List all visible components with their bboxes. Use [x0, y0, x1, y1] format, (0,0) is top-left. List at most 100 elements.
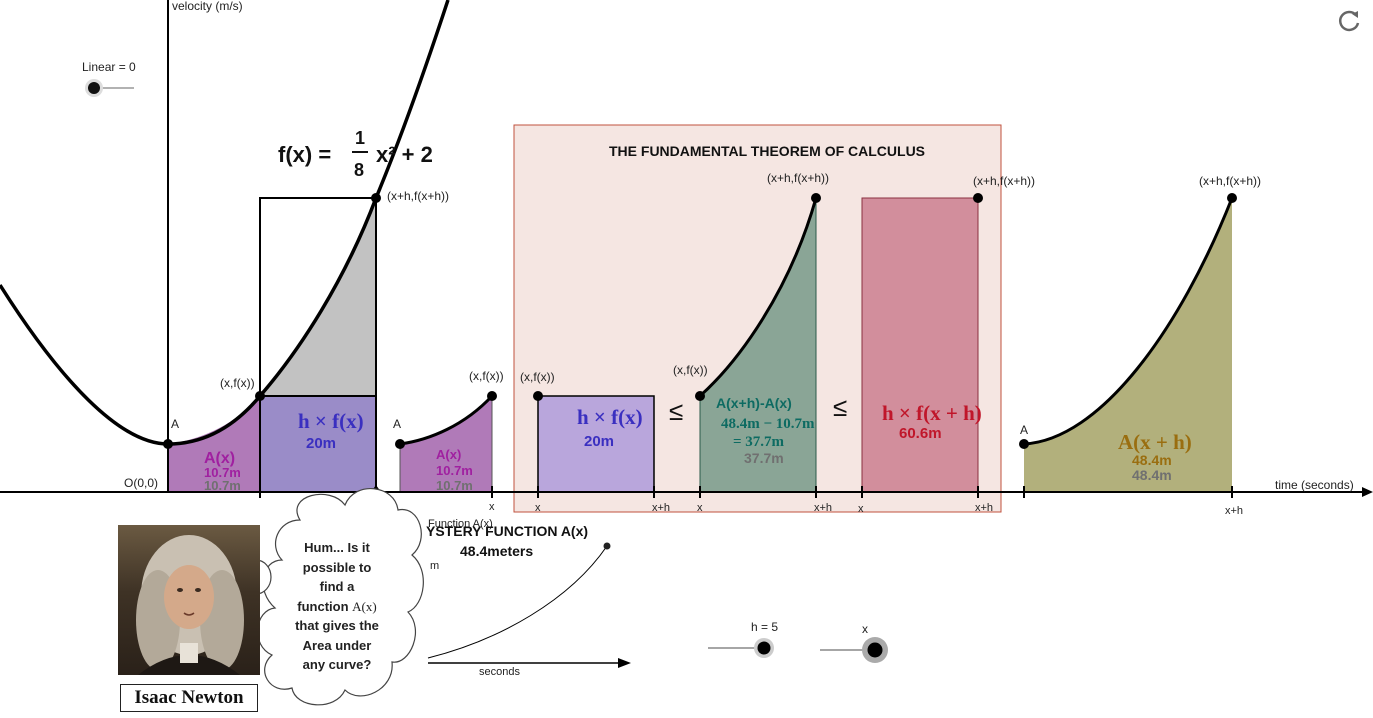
linear-slider-handle[interactable] [88, 82, 100, 94]
value-Ax-small: 10.7m [436, 463, 473, 478]
area-grey-excess [260, 198, 376, 396]
newton-portrait [118, 525, 260, 675]
leq-sign-1: ≤ [669, 396, 683, 426]
thought-word: function [297, 598, 353, 614]
tick-label-x-small: x [489, 501, 495, 513]
svg-text:x² + 2: x² + 2 [376, 142, 433, 167]
tick-label-x-panel3: x [858, 503, 864, 515]
result-difference: = 37.7m [733, 434, 785, 450]
rect-h-fx-main [260, 396, 376, 492]
point-xh-fxh-main [371, 193, 381, 203]
tick-label-x-panel2: x [697, 502, 703, 514]
point-x-fx-small [487, 391, 497, 401]
label-xh-fxh-rect: (x+h,f(x+h)) [973, 174, 1035, 188]
mystery-value: 48.4meters [460, 543, 533, 559]
thought-line: Area under [302, 637, 372, 653]
label-Ax-small: A(x) [436, 447, 461, 462]
mystery-title: YSTERY FUNCTION A(x) [426, 523, 588, 539]
label-xh-fxh-right: (x+h,f(x+h)) [1199, 174, 1261, 188]
point-A-right [1019, 439, 1029, 449]
mystery-x-unit: seconds [479, 666, 520, 678]
function-formula: f(x) = 1 8 x² + 2 [278, 128, 433, 180]
x-slider-label: x [862, 622, 868, 636]
mystery-curve [427, 545, 608, 659]
mystery-x-arrow [618, 658, 631, 668]
origin-label: O(0,0) [124, 476, 158, 490]
label-x-fx-diff: (x,f(x)) [673, 363, 708, 377]
x-axis-label: time (seconds) [1275, 478, 1354, 492]
area-A-x-small [400, 396, 492, 492]
value-Ax-main: 10.7m [204, 465, 241, 480]
label-A-right: A [1020, 423, 1028, 437]
ftc-panel-title: THE FUNDAMENTAL THEOREM OF CALCULUS [609, 143, 925, 159]
thought-math: A(x) [352, 598, 377, 614]
value-Axh-right: 48.4m [1132, 452, 1172, 468]
x-axis-arrow [1362, 487, 1373, 497]
curve-difference [698, 197, 818, 398]
curve-small [399, 394, 494, 446]
svg-text:f(x) =: f(x) = [278, 142, 331, 167]
x-axis-ticks [259, 486, 1233, 498]
mystery-point[interactable] [603, 542, 611, 550]
label-x-fx-main: (x,f(x)) [220, 376, 255, 390]
point-xh-fxh-diff [811, 193, 821, 203]
label-hfx-main: h × f(x) [298, 409, 364, 433]
svg-text:8: 8 [354, 160, 364, 180]
rect-h-fx-panel [537, 395, 655, 493]
points[interactable] [163, 193, 1237, 449]
value-difference-grey: 37.7m [744, 450, 784, 466]
label-A-main: A [171, 417, 179, 431]
label-hfxh-panel: h × f(x + h) [882, 401, 982, 425]
area-A-x-plus-h [1024, 198, 1232, 492]
tick-label-xh-panel2: x+h [814, 502, 832, 514]
label-xh-fxh-diff: (x+h,f(x+h)) [767, 171, 829, 185]
label-xh-fxh-main: (x+h,f(x+h)) [387, 189, 449, 203]
point-xh-fxh-rect [973, 193, 983, 203]
label-A-small: A [393, 417, 401, 431]
linear-slider-label: Linear = 0 [82, 60, 136, 74]
leq-sign-2: ≤ [833, 392, 847, 422]
tick-label-x-panel1: x [535, 502, 541, 514]
point-xh-fxh-right [1227, 193, 1237, 203]
thought-line: function A(x) [286, 597, 388, 617]
label-x-fx-panel: (x,f(x)) [520, 370, 555, 384]
thought-line: possible to [302, 559, 372, 575]
value-hfxh-panel: 60.6m [899, 425, 942, 442]
label-Ax-main: A(x) [204, 450, 235, 467]
svg-text:1: 1 [355, 128, 365, 148]
thought-line: that gives the [295, 618, 379, 633]
thought-bubble-text: Hum... Is it possible to find a function… [286, 538, 388, 675]
curve-right [1023, 197, 1234, 446]
thought-line: find a [319, 579, 355, 594]
label-difference: A(x+h)-A(x) [716, 395, 792, 411]
x-slider-handle[interactable] [867, 642, 883, 658]
point-x-fx-panel [533, 391, 543, 401]
value-Axh-right-grey: 48.4m [1132, 467, 1172, 483]
point-A-main [163, 439, 173, 449]
label-x-fx-small: (x,f(x)) [469, 369, 504, 383]
point-x-fx-diff [695, 391, 705, 401]
h-slider-handle[interactable] [757, 641, 771, 655]
value-Ax-main-grey: 10.7m [204, 478, 241, 493]
mystery-function-label: Function A(x) [428, 518, 493, 530]
label-hfx-panel: h × f(x) [577, 405, 643, 429]
parabola-curve [0, 0, 450, 446]
value-hfx-panel: 20m [584, 433, 614, 450]
tick-label-xh-right: x+h [1225, 505, 1243, 517]
point-A-small [395, 439, 405, 449]
newton-caption: Isaac Newton [120, 684, 258, 712]
thought-line: any curve? [302, 657, 372, 672]
mystery-y-unit: m [430, 560, 439, 572]
rect-h-fxh-panel [861, 197, 979, 493]
tick-label-xh-panel3: x+h [975, 502, 993, 514]
expr-difference: 48.4m − 10.7m [721, 416, 815, 432]
h-slider-label: h = 5 [751, 620, 778, 634]
reset-icon[interactable] [1334, 6, 1364, 36]
value-Ax-small-grey: 10.7m [436, 478, 473, 493]
value-hfx-main: 20m [306, 435, 336, 452]
tick-label-xh-panel1: x+h [652, 502, 670, 514]
thought-line: Hum... Is it [304, 540, 370, 555]
label-Axh-right: A(x + h) [1118, 430, 1192, 454]
